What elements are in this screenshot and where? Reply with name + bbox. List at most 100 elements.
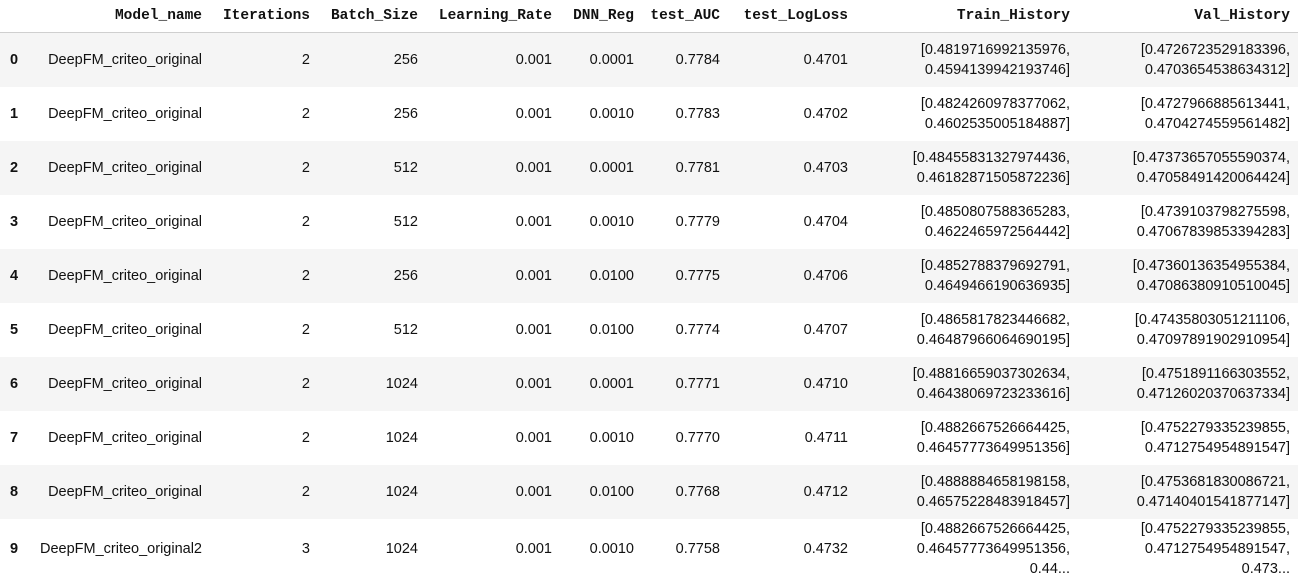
history-line: [0.4824260978377062, xyxy=(920,95,1070,112)
history-line: [0.4819716992135976, xyxy=(920,41,1070,58)
cell-model-name: DeepFM_criteo_original xyxy=(48,105,202,122)
cell-val-history: [0.4751891166303552, 0.47126020370637334] xyxy=(1078,357,1298,411)
cell-batch-size: 512 xyxy=(393,321,418,338)
cell-val-history: [0.4753681830086721, 0.47140401541877147] xyxy=(1078,465,1298,519)
cell-val-history: [0.4727966885613441, 0.4704274559561482] xyxy=(1078,87,1298,141)
cell-model-name: DeepFM_criteo_original xyxy=(48,483,202,500)
history-line: 0.47086380910510045] xyxy=(1136,277,1290,294)
history-line: [0.4727966885613441, xyxy=(1140,95,1290,112)
history-line: 0.46438069723233616] xyxy=(916,385,1070,402)
row-index: 6 xyxy=(10,375,19,392)
table-body: 0 DeepFM_criteo_original 2 256 0.001 0.0… xyxy=(0,32,1298,579)
cell-dnn-reg: 0.0010 xyxy=(589,429,634,446)
cell-dnn-reg: 0.0001 xyxy=(589,51,634,68)
cell-iterations: 2 xyxy=(301,429,310,446)
cell-learning-rate: 0.001 xyxy=(515,429,552,446)
cell-iterations: 2 xyxy=(301,267,310,284)
history-line: [0.47435803051211106, xyxy=(1134,311,1290,328)
history-line: [0.4882667526664425, xyxy=(920,520,1070,537)
row-index: 3 xyxy=(10,213,19,230)
cell-val-history: [0.47373657055590374, 0.47058491420064424… xyxy=(1078,141,1298,195)
cell-train-history: [0.4819716992135976, 0.4594139942193746] xyxy=(856,33,1078,87)
table-row: 9 DeepFM_criteo_original2 3 1024 0.001 0… xyxy=(0,518,1298,579)
history-line: 0.4594139942193746] xyxy=(924,61,1070,78)
cell-learning-rate: 0.001 xyxy=(515,375,552,392)
history-line: 0.46457773649951356, xyxy=(916,540,1070,557)
cell-test-logloss: 0.4711 xyxy=(804,429,848,446)
history-line: [0.4752279335239855, xyxy=(1140,419,1290,436)
table-row: 4 DeepFM_criteo_original 2 256 0.001 0.0… xyxy=(0,248,1298,303)
cell-train-history: [0.4824260978377062, 0.4602535005184887] xyxy=(856,87,1078,141)
history-line: 0.4649466190636935] xyxy=(924,277,1070,294)
table-row: 7 DeepFM_criteo_original 2 1024 0.001 0.… xyxy=(0,410,1298,465)
history-line: 0.46487966064690195] xyxy=(916,331,1070,348)
cell-test-logloss: 0.4704 xyxy=(803,213,848,230)
header-dnn-reg: DNN_Reg xyxy=(560,0,642,33)
cell-dnn-reg: 0.0100 xyxy=(589,321,634,338)
cell-dnn-reg: 0.0100 xyxy=(589,483,634,500)
cell-test-auc: 0.7774 xyxy=(675,321,720,338)
history-line: [0.47360136354955384, xyxy=(1132,257,1290,274)
history-line: [0.4888884658198158, xyxy=(920,473,1070,490)
cell-test-auc: 0.7758 xyxy=(675,540,720,557)
cell-val-history: [0.4752279335239855, 0.4712754954891547] xyxy=(1078,411,1298,465)
cell-test-auc: 0.7779 xyxy=(675,213,720,230)
history-line: [0.4882667526664425, xyxy=(920,419,1070,436)
cell-val-history: [0.4726723529183396, 0.4703654538634312] xyxy=(1078,33,1298,87)
history-line: [0.4751891166303552, xyxy=(1141,365,1290,382)
history-line: 0.473... xyxy=(1241,560,1290,577)
row-index: 7 xyxy=(10,429,19,446)
cell-dnn-reg: 0.0100 xyxy=(589,267,634,284)
cell-dnn-reg: 0.0001 xyxy=(589,375,634,392)
cell-batch-size: 256 xyxy=(393,51,418,68)
cell-model-name: DeepFM_criteo_original2 xyxy=(40,540,202,557)
cell-model-name: DeepFM_criteo_original xyxy=(48,51,202,68)
cell-model-name: DeepFM_criteo_original xyxy=(48,429,202,446)
cell-iterations: 2 xyxy=(301,375,310,392)
cell-model-name: DeepFM_criteo_original xyxy=(48,321,202,338)
cell-val-history: [0.4752279335239855, 0.4712754954891547, 0… xyxy=(1078,519,1298,579)
history-line: 0.4622465972564442] xyxy=(924,223,1070,240)
table-row: 5 DeepFM_criteo_original 2 512 0.001 0.0… xyxy=(0,302,1298,357)
cell-test-logloss: 0.4712 xyxy=(803,483,848,500)
cell-test-logloss: 0.4702 xyxy=(803,105,848,122)
table-row: 6 DeepFM_criteo_original 2 1024 0.001 0.… xyxy=(0,356,1298,411)
cell-test-auc: 0.7771 xyxy=(675,375,720,392)
cell-test-logloss: 0.4732 xyxy=(803,540,848,557)
history-line: 0.47140401541877147] xyxy=(1136,493,1290,510)
cell-train-history: [0.4865817823446682, 0.46487966064690195] xyxy=(856,303,1078,357)
history-line: [0.4852788379692791, xyxy=(920,257,1070,274)
header-batch-size: Batch_Size xyxy=(318,0,426,33)
cell-train-history: [0.4882667526664425, 0.46457773649951356] xyxy=(856,411,1078,465)
row-index: 0 xyxy=(10,51,19,68)
history-line: 0.4704274559561482] xyxy=(1144,115,1290,132)
row-index: 1 xyxy=(10,105,19,122)
history-line: 0.47058491420064424] xyxy=(1136,169,1290,186)
cell-val-history: [0.47360136354955384, 0.47086380910510045… xyxy=(1078,249,1298,303)
cell-train-history: [0.4850807588365283, 0.4622465972564442] xyxy=(856,195,1078,249)
cell-learning-rate: 0.001 xyxy=(515,267,552,284)
cell-test-logloss: 0.4701 xyxy=(803,51,848,68)
cell-train-history: [0.48816659037302634, 0.46438069723233616… xyxy=(856,357,1078,411)
cell-batch-size: 256 xyxy=(393,267,418,284)
history-line: [0.47373657055590374, xyxy=(1132,149,1290,166)
row-index: 5 xyxy=(10,321,19,338)
cell-val-history: [0.4739103798275598, 0.47067839853394283] xyxy=(1078,195,1298,249)
history-line: 0.46457773649951356] xyxy=(916,439,1070,456)
history-line: 0.4703654538634312] xyxy=(1144,61,1290,78)
history-line: [0.4739103798275598, xyxy=(1140,203,1290,220)
table-row: 3 DeepFM_criteo_original 2 512 0.001 0.0… xyxy=(0,194,1298,249)
cell-iterations: 2 xyxy=(301,321,310,338)
cell-test-logloss: 0.4710 xyxy=(803,375,848,392)
cell-dnn-reg: 0.0010 xyxy=(589,213,634,230)
history-line: 0.46575228483918457] xyxy=(916,493,1070,510)
table-header-row: Model_name Iterations Batch_Size Learnin… xyxy=(0,0,1298,33)
cell-learning-rate: 0.001 xyxy=(515,321,552,338)
history-line: 0.4712754954891547, xyxy=(1144,540,1290,557)
history-line: [0.4850807588365283, xyxy=(920,203,1070,220)
table-row: 8 DeepFM_criteo_original 2 1024 0.001 0.… xyxy=(0,464,1298,519)
history-line: 0.44... xyxy=(1029,560,1070,577)
cell-test-auc: 0.7783 xyxy=(675,105,720,122)
